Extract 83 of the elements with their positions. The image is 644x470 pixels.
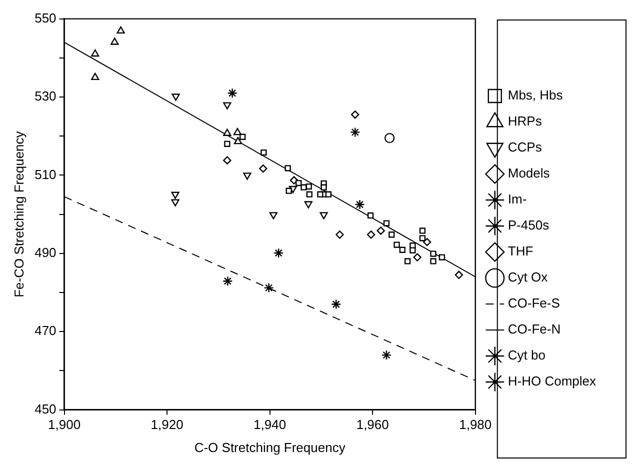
point <box>222 276 233 286</box>
point <box>172 94 180 101</box>
y-axis-title: Fe-CO Stretching Frequency <box>11 130 26 298</box>
point <box>320 212 328 220</box>
point <box>116 26 125 34</box>
point <box>454 270 464 280</box>
point <box>384 132 395 144</box>
x-tick-label: 1,940 <box>254 417 286 432</box>
point <box>240 134 246 140</box>
point <box>234 136 242 144</box>
point <box>419 235 426 242</box>
legend-label: Models <box>508 166 550 181</box>
point <box>290 176 298 184</box>
point <box>223 128 232 136</box>
point <box>259 164 268 173</box>
x-tick-label: 1,900 <box>48 417 81 432</box>
point <box>243 172 252 180</box>
point <box>430 250 436 257</box>
point <box>367 212 374 219</box>
point <box>419 228 426 234</box>
x-tick-label: 1,920 <box>150 417 184 432</box>
legend-label: P-450s <box>508 218 550 233</box>
y-tick-label: 450 <box>34 401 56 416</box>
point <box>300 184 307 190</box>
legend-label: CO-Fe-N <box>508 322 561 337</box>
y-tick-label: 510 <box>34 166 56 182</box>
point <box>350 127 360 138</box>
point <box>304 201 312 208</box>
point <box>171 199 180 206</box>
point <box>399 246 406 253</box>
legend-label: Mbs, Hbs <box>508 88 564 103</box>
point <box>269 212 278 220</box>
point <box>273 248 284 258</box>
point <box>284 165 291 172</box>
point <box>91 72 100 80</box>
point <box>306 191 312 198</box>
y-tick-label: 490 <box>34 244 56 260</box>
point <box>224 140 230 147</box>
point <box>336 230 344 239</box>
point <box>438 254 446 260</box>
point <box>388 232 395 238</box>
point <box>325 191 332 198</box>
legend-label: THF <box>508 244 534 259</box>
legend-label: Cyt Ox <box>508 270 548 285</box>
point <box>296 180 302 186</box>
point <box>383 220 390 226</box>
point <box>366 230 376 239</box>
point <box>91 49 100 57</box>
point <box>410 247 416 254</box>
point <box>381 350 392 360</box>
legend-label: CCPs <box>508 140 542 155</box>
point <box>264 282 274 293</box>
point <box>430 258 436 264</box>
legend-label: HRPs <box>508 114 542 129</box>
point <box>404 258 411 264</box>
x-tick-label: 1,960 <box>356 417 389 432</box>
point <box>223 102 232 110</box>
point <box>331 299 342 310</box>
point <box>260 149 267 156</box>
legend-label: Cyt bo <box>508 348 546 363</box>
point <box>354 199 365 210</box>
point <box>317 191 324 198</box>
y-tick-label: 550 <box>34 10 56 26</box>
point <box>286 188 292 194</box>
point <box>110 38 119 45</box>
point <box>413 253 422 262</box>
point <box>351 110 360 119</box>
point <box>422 238 432 246</box>
point <box>394 242 400 248</box>
legend-label: H-HO Complex <box>508 374 596 389</box>
x-axis-title: C-O Stretching Frequency <box>194 440 346 455</box>
point <box>233 128 242 136</box>
legend-label: Im- <box>508 192 527 207</box>
point <box>306 183 312 190</box>
legend-label: CO-Fe-S <box>508 296 560 311</box>
point <box>376 226 385 235</box>
point <box>223 156 232 164</box>
y-tick-label: 470 <box>34 323 56 338</box>
point <box>227 88 238 98</box>
point <box>320 184 327 190</box>
x-tick-label: 1,980 <box>459 417 492 432</box>
y-tick-label: 530 <box>34 88 56 104</box>
point <box>171 192 180 199</box>
